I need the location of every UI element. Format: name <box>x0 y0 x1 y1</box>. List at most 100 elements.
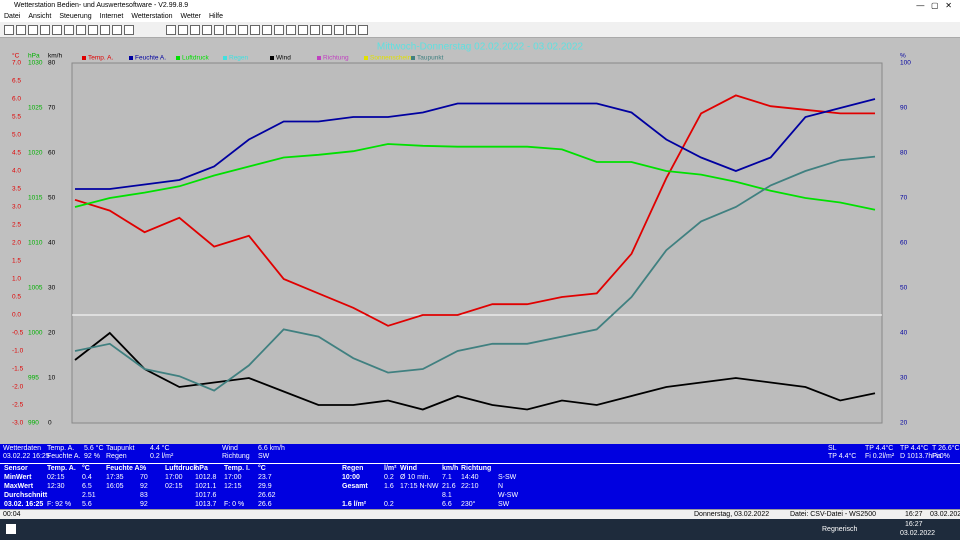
menu-item[interactable]: Hilfe <box>209 13 224 20</box>
chart: Mittwoch-Donnerstag 02.02.2022 - 03.02.2… <box>0 38 960 444</box>
y-tick-label: -1.5 <box>12 366 24 373</box>
toolbar-button[interactable] <box>16 25 26 35</box>
info-text: TP 4.4°C <box>900 445 929 452</box>
toolbar-button[interactable] <box>88 25 98 35</box>
toolbar-button[interactable] <box>274 25 284 35</box>
stats-cell: Gesamt <box>342 483 368 490</box>
y-tick-label: 4.0 <box>12 168 21 175</box>
toolbar-button[interactable] <box>250 25 260 35</box>
toolbar-button[interactable] <box>310 25 320 35</box>
y-tick-label: 6.0 <box>12 96 21 103</box>
stats-cell: 2.51 <box>82 492 96 499</box>
toolbar-button[interactable] <box>358 25 368 35</box>
legend-swatch <box>129 56 133 60</box>
y-tick-label: 3.5 <box>12 186 21 193</box>
series-line <box>74 143 876 211</box>
y-tick-label: 2.0 <box>12 240 21 247</box>
y-tick-label: 60 <box>48 150 56 157</box>
legend-label: Temp. A. <box>88 55 113 62</box>
stats-cell: 22:10 <box>461 483 479 490</box>
stats-cell: 8.1 <box>442 492 452 499</box>
toolbar-button[interactable] <box>178 25 188 35</box>
legend-label: Richtung <box>323 55 349 62</box>
stats-cell: 7.1 <box>442 474 452 481</box>
stats-panel: Sensor Temp. A. °C Feuchte A.% Luftdruck hPa T… <box>0 463 960 509</box>
toolbar-button[interactable] <box>334 25 344 35</box>
stats-cell: Temp. I. <box>224 465 250 472</box>
y-tick-label: 80 <box>900 150 908 157</box>
y-tick-label: 10 <box>48 375 56 382</box>
status-text: 03.02.2022 <box>930 511 960 518</box>
y-tick-label: 30 <box>900 375 908 382</box>
y-tick-label: 20 <box>48 330 56 337</box>
y-tick-label: 50 <box>900 285 908 292</box>
menu-item[interactable]: Steuerung <box>59 13 92 20</box>
toolbar-button[interactable] <box>262 25 272 35</box>
toolbar-button[interactable] <box>100 25 110 35</box>
menu-item[interactable]: Ansicht <box>28 13 52 20</box>
window-controls[interactable]: — ▢ ✕ <box>916 1 952 10</box>
start-button[interactable] <box>6 524 16 534</box>
stats-cell: km/h <box>442 465 459 472</box>
y-tick-label: 995 <box>28 375 39 382</box>
info-text: Fi 0% <box>932 453 950 460</box>
toolbar-button[interactable] <box>4 25 14 35</box>
stats-cell: 02:15 <box>165 483 183 490</box>
toolbar-button[interactable] <box>64 25 74 35</box>
stats-cell: 6.5 <box>82 483 92 490</box>
y-tick-label: 0.0 <box>12 312 21 319</box>
stats-cell: 0.2 <box>384 501 394 508</box>
toolbar-button[interactable] <box>124 25 134 35</box>
y-tick-label: 80 <box>48 60 56 67</box>
taskbar: Regnerisch 16:27 03.02.2022 <box>0 519 960 540</box>
legend-label: Regen <box>229 55 249 62</box>
status-text: 00:04 <box>3 511 21 518</box>
stats-cell: °C <box>258 465 266 472</box>
stats-cell: F: 0 % <box>224 501 245 508</box>
info-text: Taupunkt <box>106 445 135 452</box>
menu-item[interactable]: Datei <box>4 13 21 20</box>
stats-cell: 16:05 <box>106 483 124 490</box>
stats-cell: F: 92 % <box>47 501 72 508</box>
info-text: Wetterdaten <box>3 445 42 452</box>
stats-cell: 1013.7 <box>195 501 217 508</box>
toolbar-button[interactable] <box>190 25 200 35</box>
stats-cell: 92 <box>140 483 148 490</box>
info-text: D 1013.7hPa <box>900 453 941 460</box>
info-text: 5.6 °C <box>84 445 104 452</box>
menu-item[interactable]: Internet <box>99 13 124 20</box>
title-bar: Wetterstation Bedien- und Auswertesoftwa… <box>0 0 960 12</box>
toolbar-button[interactable] <box>202 25 212 35</box>
status-bar: 00:04 Donnerstag, 03.02.2022 Datei: CSV-Da… <box>0 509 960 519</box>
menu-item[interactable]: Wetterstation <box>131 13 173 20</box>
y-tick-label: 5.5 <box>12 114 21 121</box>
toolbar <box>0 22 960 38</box>
legend-swatch <box>270 56 274 60</box>
stats-cell: Durchschnitt <box>4 492 48 499</box>
legend-swatch <box>223 56 227 60</box>
toolbar-button[interactable] <box>298 25 308 35</box>
toolbar-button[interactable] <box>346 25 356 35</box>
toolbar-button[interactable] <box>52 25 62 35</box>
stats-cell: 230° <box>461 501 476 508</box>
y-tick-label: 100 <box>900 60 911 67</box>
toolbar-button[interactable] <box>238 25 248 35</box>
info-text: 6.6 km/h <box>258 445 285 452</box>
stats-cell: 17:00 <box>224 474 242 481</box>
toolbar-button[interactable] <box>322 25 332 35</box>
toolbar-button[interactable] <box>112 25 122 35</box>
stats-cell: 23.7 <box>258 474 272 481</box>
toolbar-button[interactable] <box>40 25 50 35</box>
series-line <box>75 98 876 190</box>
toolbar-button[interactable] <box>28 25 38 35</box>
toolbar-button[interactable] <box>76 25 86 35</box>
toolbar-button[interactable] <box>214 25 224 35</box>
y-tick-label: -2.5 <box>12 402 24 409</box>
stats-cell: 02:15 <box>47 474 65 481</box>
stats-cell: SW <box>498 501 510 508</box>
toolbar-button[interactable] <box>226 25 236 35</box>
toolbar-button[interactable] <box>166 25 176 35</box>
info-text: Fi 0.2l/m² <box>865 453 895 460</box>
toolbar-button[interactable] <box>286 25 296 35</box>
menu-item[interactable]: Wetter <box>180 13 202 20</box>
